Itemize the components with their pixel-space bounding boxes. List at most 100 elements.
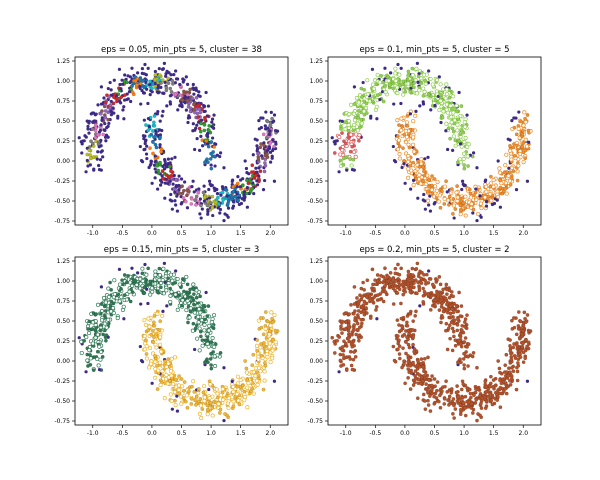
noise-point (97, 163, 101, 168)
cluster-point (153, 73, 158, 77)
cluster-point (340, 131, 344, 135)
cluster-point (433, 303, 437, 308)
noise-point (159, 85, 163, 89)
cluster-point (157, 277, 162, 283)
cluster-point (251, 352, 256, 357)
noise-point (202, 184, 206, 188)
cluster-point (375, 293, 380, 297)
cluster-point (263, 326, 268, 331)
cluster-point (242, 398, 247, 403)
cluster-point (209, 366, 214, 371)
noise-point (162, 91, 166, 95)
cluster-point (93, 128, 98, 133)
noise-point (130, 66, 134, 70)
cluster-point (111, 311, 116, 316)
noise-point (138, 344, 142, 349)
noise-point (104, 133, 109, 137)
x-tick-label: -1.0 (340, 430, 352, 437)
cluster-point (526, 128, 531, 133)
cluster-point (198, 129, 203, 134)
cluster-point (188, 87, 192, 92)
cluster-point (342, 139, 346, 144)
y-tick-label: -0.25 (307, 178, 323, 185)
cluster-point (468, 191, 473, 196)
cluster-point (412, 285, 416, 290)
noise-point (143, 134, 147, 138)
cluster-point (466, 342, 471, 347)
cluster-point (517, 135, 522, 140)
cluster-point (79, 350, 84, 356)
cluster-point (414, 266, 419, 271)
noise-point (428, 194, 432, 198)
cluster-point (357, 338, 361, 343)
cluster-point (516, 310, 521, 314)
noise-point (156, 86, 160, 90)
cluster-point (103, 328, 107, 333)
noise-point (143, 62, 147, 67)
noise-point (418, 304, 422, 308)
cluster-point (460, 196, 465, 200)
cluster-point (100, 354, 105, 359)
cluster-point (411, 160, 415, 165)
cluster-point (250, 186, 255, 191)
cluster-point (381, 80, 386, 85)
noise-point (85, 158, 89, 163)
noise-point (417, 72, 421, 76)
cluster-point (370, 82, 376, 87)
cluster-point (525, 313, 530, 317)
cluster-point (463, 394, 468, 399)
cluster-point (453, 207, 458, 211)
cluster-point (424, 382, 428, 386)
cluster-point (262, 143, 266, 148)
cluster-point (406, 73, 411, 77)
cluster-point (220, 190, 225, 195)
cluster-point (453, 343, 458, 348)
noise-point (213, 164, 217, 168)
cluster-point (438, 82, 443, 87)
cluster-point (158, 160, 162, 165)
x-tick-label: 2.0 (265, 430, 275, 437)
noise-point (220, 185, 225, 189)
noise-point (184, 108, 188, 112)
cluster-point (187, 315, 192, 320)
cluster-point (201, 303, 206, 308)
noise-point (185, 206, 190, 210)
cluster-point (210, 194, 215, 199)
cluster-point (463, 206, 468, 210)
cluster-point (458, 314, 463, 318)
cluster-point (101, 132, 106, 137)
cluster-point (231, 189, 236, 194)
noise-point (96, 103, 100, 107)
noise-point (161, 67, 165, 71)
cluster-point (508, 348, 513, 353)
cluster-point (422, 399, 427, 403)
cluster-point (192, 292, 196, 297)
cluster-point (196, 387, 201, 391)
x-tick-label: 2.0 (518, 230, 528, 237)
cluster-point (351, 111, 356, 116)
cluster-point (161, 266, 166, 271)
cluster-point (449, 315, 454, 319)
cluster-point (112, 278, 117, 283)
cluster-point (372, 286, 376, 291)
noise-point (255, 144, 259, 148)
cluster-point (357, 325, 362, 330)
noise-point (100, 118, 104, 122)
cluster-point (404, 120, 409, 125)
cluster-point (452, 416, 456, 420)
y-tick-label: 0.50 (310, 118, 324, 125)
y-tick-label: 0.50 (57, 118, 71, 125)
cluster-point (497, 166, 502, 171)
cluster-point (410, 66, 415, 71)
noise-point (392, 102, 396, 106)
cluster-point (408, 363, 413, 368)
cluster-point (210, 406, 215, 410)
cluster-point (463, 406, 468, 410)
cluster-point (350, 367, 355, 372)
noise-point (173, 199, 177, 203)
cluster-point (424, 182, 429, 187)
cluster-point (350, 144, 355, 149)
cluster-point (498, 385, 503, 390)
cluster-point (268, 141, 272, 146)
cluster-point (520, 329, 525, 333)
